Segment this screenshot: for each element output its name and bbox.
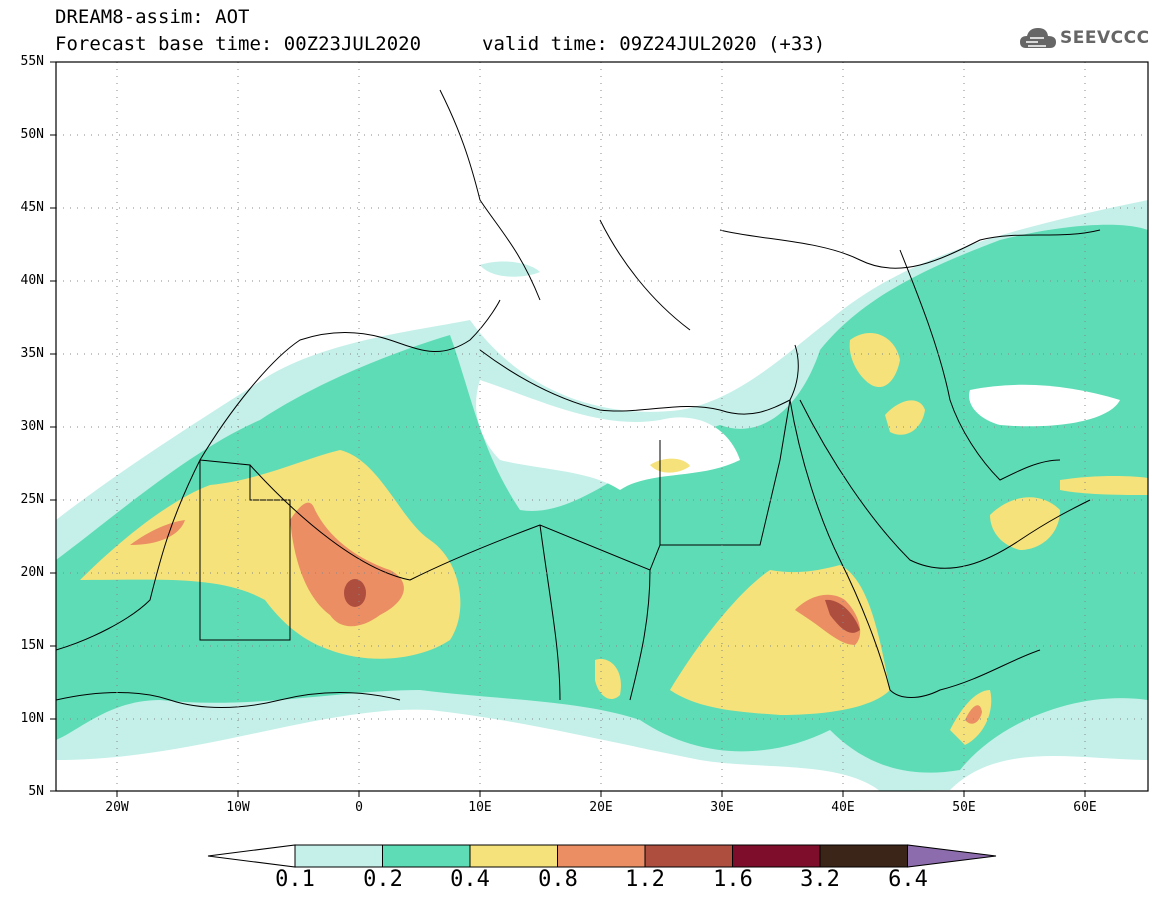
valid-time: valid time: 09Z24JUL2020 (+33) — [482, 33, 826, 55]
clear-region-iran — [969, 384, 1120, 427]
colorbar-label: 6.4 — [888, 867, 928, 892]
aot-band-0.4-kuwait — [885, 400, 925, 435]
lat-label: 5N — [28, 784, 44, 799]
lon-label: 10E — [468, 800, 492, 815]
aot-band-0.8-mali — [290, 502, 404, 627]
aot-field — [56, 200, 1148, 791]
colorbar-label: 0.8 — [538, 867, 578, 892]
base-time: Forecast base time: 00Z23JUL2020 — [55, 33, 422, 55]
product-title: DREAM8-assim: AOT — [55, 6, 250, 28]
colorbar-label: 0.1 — [275, 867, 315, 892]
lat-label: 50N — [20, 127, 44, 142]
lon-label: 40E — [831, 800, 855, 815]
lat-label: 30N — [20, 419, 44, 434]
cloud-icon — [1020, 28, 1056, 48]
lon-label: 20W — [105, 800, 129, 815]
axis-ticks — [50, 61, 1086, 797]
aot-band-0.4-gulf — [1060, 475, 1148, 495]
lon-label: 50E — [952, 800, 976, 815]
colorbar-label: 1.2 — [625, 867, 665, 892]
aot-band-0.4-chad — [595, 659, 621, 700]
lat-label: 45N — [20, 200, 44, 215]
colorbar-swatch — [469, 844, 558, 868]
colorbar-label: 3.2 — [800, 867, 840, 892]
aot-band-0.8-somalia — [965, 705, 982, 724]
lon-label: 30E — [710, 800, 734, 815]
lon-label: 60E — [1073, 800, 1097, 815]
colorbar-swatch — [557, 844, 646, 868]
lon-label: 10W — [226, 800, 250, 815]
aot-band-0.1-patch — [480, 261, 540, 277]
colorbar-swatch — [732, 844, 821, 868]
colorbar-swatch — [294, 844, 383, 868]
coastlines — [56, 89, 1101, 708]
colorbar-label: 1.6 — [713, 867, 753, 892]
lat-label: 25N — [20, 492, 44, 507]
graticule — [56, 62, 1148, 791]
colorbar-over-arrow — [907, 844, 997, 868]
colorbar-swatch — [382, 844, 471, 868]
lat-label: 20N — [20, 565, 44, 580]
aot-band-0.4-oman — [990, 497, 1060, 550]
colorbar-swatch — [644, 844, 733, 868]
colorbar-label: 0.4 — [450, 867, 490, 892]
lon-label: 0 — [355, 800, 363, 815]
seevccc-logo: SEEVCCC — [1018, 24, 1158, 54]
aot-band-1.2-eritrea — [825, 599, 860, 633]
aot-band-1.2-mali — [344, 579, 366, 607]
lat-label: 40N — [20, 273, 44, 288]
lat-label: 55N — [20, 54, 44, 69]
lat-label: 15N — [20, 638, 44, 653]
colorbar-label: 0.2 — [363, 867, 403, 892]
lon-label: 20E — [589, 800, 613, 815]
aot-band-0.4-iraq — [849, 332, 900, 388]
logo-text: SEEVCCC — [1060, 28, 1150, 48]
colorbar-swatch — [819, 844, 908, 868]
lat-label: 10N — [20, 711, 44, 726]
lat-label: 35N — [20, 346, 44, 361]
colorbar-under-arrow — [207, 844, 296, 868]
